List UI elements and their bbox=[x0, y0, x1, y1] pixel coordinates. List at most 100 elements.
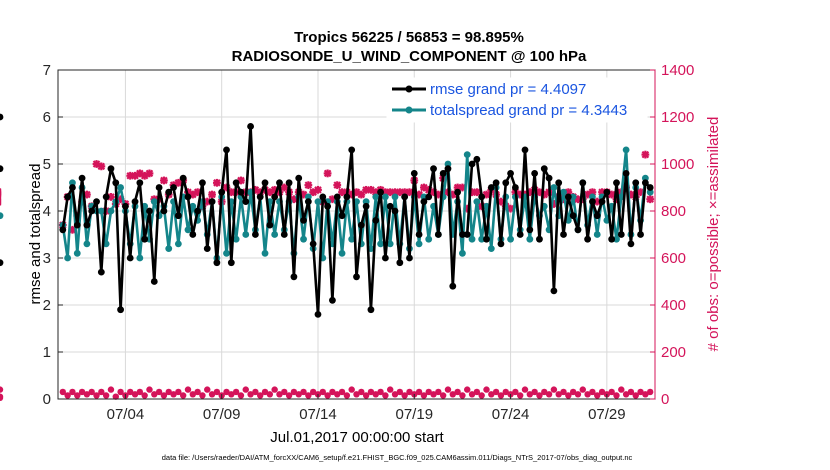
point-totalspread bbox=[304, 193, 312, 201]
point-possible bbox=[141, 392, 148, 399]
point-possible bbox=[415, 388, 423, 396]
point-possible bbox=[594, 392, 601, 399]
point-possible bbox=[531, 388, 538, 396]
point-totalspread bbox=[107, 207, 115, 215]
point-possible bbox=[146, 386, 153, 393]
point-rmse bbox=[574, 226, 582, 234]
point-rmse bbox=[160, 207, 168, 215]
point-rmse bbox=[97, 268, 105, 276]
point-possible bbox=[228, 391, 235, 398]
point-rmse bbox=[112, 179, 120, 187]
point-possible bbox=[242, 386, 249, 393]
point-possible bbox=[362, 392, 370, 399]
point-possible bbox=[584, 391, 591, 398]
legend: rmse grand pr = 4.4097 totalspread grand… bbox=[386, 77, 648, 123]
point-rmse bbox=[223, 146, 230, 154]
point-rmse bbox=[430, 165, 437, 173]
point-rmse bbox=[632, 179, 640, 187]
point-rmse bbox=[232, 179, 240, 187]
point-possible bbox=[637, 388, 644, 396]
y-left-tick-label: 1 bbox=[43, 344, 51, 361]
point-rmse bbox=[0, 259, 4, 267]
point-rmse bbox=[242, 198, 250, 206]
point-possible bbox=[459, 392, 466, 399]
point-totalspread bbox=[97, 207, 105, 215]
point-rmse bbox=[603, 188, 611, 196]
point-rmse bbox=[203, 245, 211, 253]
point-rmse bbox=[237, 188, 245, 196]
point-possible bbox=[565, 392, 572, 399]
point-totalspread bbox=[473, 198, 481, 206]
axes: 07/04 07/09 07/14 07/19 07/24 07/29 0 1 2 3 4 5 6 7 0 2… bbox=[43, 62, 695, 423]
point-rmse bbox=[266, 221, 274, 229]
y-left-tick-label: 6 bbox=[43, 109, 51, 126]
point-possible bbox=[579, 386, 586, 393]
point-rmse bbox=[290, 273, 298, 281]
point-possible bbox=[468, 391, 476, 398]
point-rmse bbox=[613, 179, 620, 187]
point-possible bbox=[165, 388, 172, 396]
point-rmse bbox=[372, 217, 380, 224]
point-rmse bbox=[300, 217, 307, 224]
chart-title-line2: RADIOSONDE_U_WIND_COMPONENT @ 100 hPa bbox=[232, 48, 587, 65]
point-possible bbox=[526, 391, 534, 398]
point-possible bbox=[396, 388, 404, 396]
point-possible bbox=[107, 386, 115, 393]
point-rmse bbox=[131, 198, 139, 206]
point-possible bbox=[569, 388, 577, 396]
point-possible bbox=[0, 386, 4, 393]
point-possible bbox=[112, 393, 119, 400]
x-tick-label: 07/19 bbox=[396, 406, 434, 423]
data-file-footnote: data file: /Users/raeder/DAI/ATM_forcXX/… bbox=[162, 453, 633, 462]
point-totalspread bbox=[271, 231, 279, 238]
point-rmse bbox=[598, 198, 606, 206]
point-totalspread bbox=[560, 188, 567, 196]
point-rmse bbox=[199, 179, 206, 187]
point-totalspread bbox=[300, 235, 307, 243]
legend-rmse-marker bbox=[405, 85, 413, 93]
point-possible bbox=[93, 392, 100, 399]
point-totalspread bbox=[0, 212, 4, 220]
point-rmse bbox=[617, 231, 625, 238]
point-rmse bbox=[170, 184, 177, 191]
point-totalspread bbox=[487, 245, 495, 253]
point-rmse bbox=[276, 179, 283, 187]
point-possible bbox=[208, 391, 216, 398]
point-rmse bbox=[439, 170, 447, 177]
point-totalspread bbox=[348, 235, 356, 243]
point-rmse bbox=[434, 231, 442, 238]
x-tick-label: 07/24 bbox=[492, 406, 530, 423]
x-axis-label: Jul.01,2017 00:00:00 start bbox=[270, 429, 444, 446]
point-rmse bbox=[444, 165, 452, 173]
point-totalspread bbox=[507, 235, 514, 243]
point-possible bbox=[281, 388, 288, 396]
point-rmse bbox=[107, 165, 115, 173]
point-possible bbox=[420, 392, 428, 399]
x-tick-label: 07/09 bbox=[203, 406, 241, 423]
point-possible bbox=[204, 386, 211, 393]
point-rmse bbox=[122, 202, 129, 210]
point-possible bbox=[199, 392, 206, 399]
point-possible bbox=[348, 386, 355, 393]
y-right-tick-label: 1200 bbox=[661, 109, 694, 126]
point-possible bbox=[646, 388, 654, 396]
point-rmse bbox=[146, 207, 153, 215]
point-assimilated bbox=[472, 188, 481, 197]
point-possible bbox=[338, 388, 346, 396]
point-rmse bbox=[88, 207, 96, 215]
point-rmse bbox=[526, 226, 534, 234]
legend-totalspread-label: totalspread grand pr = 4.3443 bbox=[430, 102, 627, 119]
point-rmse bbox=[521, 146, 529, 154]
point-possible bbox=[613, 392, 620, 399]
point-totalspread bbox=[569, 193, 577, 201]
point-possible bbox=[98, 388, 105, 396]
point-assimilated bbox=[323, 169, 332, 178]
point-assimilated bbox=[97, 162, 106, 171]
point-rmse bbox=[502, 179, 510, 187]
point-rmse bbox=[333, 193, 341, 201]
point-totalspread bbox=[459, 249, 466, 257]
point-possible bbox=[401, 392, 408, 399]
point-rmse bbox=[319, 193, 327, 201]
point-rmse bbox=[608, 235, 616, 243]
